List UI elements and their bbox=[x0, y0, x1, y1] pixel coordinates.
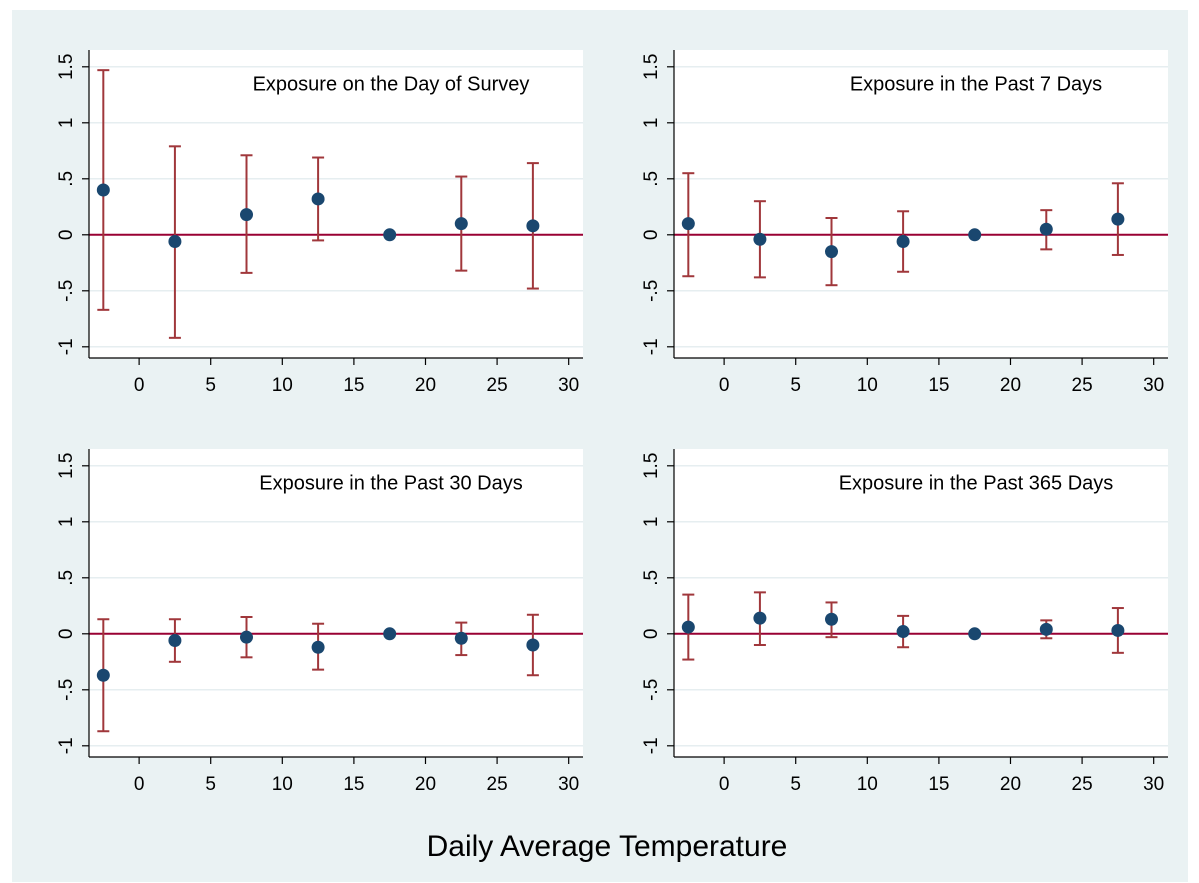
x-tick-label: 10 bbox=[857, 375, 878, 396]
plot-area bbox=[674, 449, 1168, 757]
point bbox=[454, 217, 468, 231]
point bbox=[896, 235, 910, 249]
y-tick-label: -.5 bbox=[56, 679, 77, 701]
panel-title: Exposure in the Past 365 Days bbox=[839, 472, 1114, 494]
y-tick-label: -.5 bbox=[641, 280, 662, 302]
x-tick-label: 25 bbox=[487, 774, 508, 795]
plot-area bbox=[674, 50, 1168, 358]
y-tick-label: 0 bbox=[56, 629, 77, 640]
point bbox=[383, 228, 397, 242]
plot-area bbox=[89, 449, 583, 757]
y-tick-label: 1 bbox=[641, 118, 662, 129]
x-tick-label: 15 bbox=[928, 375, 949, 396]
y-tick-label: 0 bbox=[641, 230, 662, 241]
y-tick-label: -.5 bbox=[641, 679, 662, 701]
x-tick-label: 5 bbox=[205, 774, 216, 795]
point bbox=[1039, 222, 1053, 236]
x-tick-label: 0 bbox=[134, 375, 145, 396]
x-tick-label: 15 bbox=[343, 375, 364, 396]
y-tick-label: .5 bbox=[56, 171, 77, 187]
y-tick-label: -.5 bbox=[56, 280, 77, 302]
point bbox=[168, 634, 182, 648]
x-tick-label: 30 bbox=[558, 375, 579, 396]
y-tick-label: -1 bbox=[641, 338, 662, 355]
x-tick-label: 10 bbox=[857, 774, 878, 795]
x-tick-label: 5 bbox=[205, 375, 216, 396]
x-axis-label: Daily Average Temperature bbox=[427, 830, 788, 863]
x-tick-label: 25 bbox=[1072, 375, 1093, 396]
x-tick-label: 25 bbox=[487, 375, 508, 396]
x-tick-label: 15 bbox=[343, 774, 364, 795]
point bbox=[96, 183, 110, 197]
point bbox=[681, 217, 695, 231]
point bbox=[753, 232, 767, 246]
x-tick-label: 30 bbox=[558, 774, 579, 795]
point bbox=[1111, 212, 1125, 226]
x-tick-label: 30 bbox=[1143, 774, 1164, 795]
y-tick-label: 1 bbox=[56, 118, 77, 129]
point bbox=[526, 638, 540, 652]
y-tick-label: 0 bbox=[641, 629, 662, 640]
x-tick-label: 20 bbox=[415, 774, 436, 795]
point bbox=[240, 208, 254, 222]
panel-title: Exposure in the Past 7 Days bbox=[850, 73, 1102, 95]
point bbox=[383, 627, 397, 641]
y-tick-label: -1 bbox=[56, 737, 77, 754]
point bbox=[1111, 623, 1125, 637]
y-tick-label: 0 bbox=[56, 230, 77, 241]
x-tick-label: 25 bbox=[1072, 774, 1093, 795]
point bbox=[526, 219, 540, 233]
point bbox=[311, 192, 325, 206]
point bbox=[825, 612, 839, 626]
y-tick-label: 1.5 bbox=[56, 453, 77, 479]
y-tick-label: 1 bbox=[641, 517, 662, 528]
point bbox=[753, 611, 767, 625]
x-tick-label: 20 bbox=[415, 375, 436, 396]
point bbox=[825, 245, 839, 259]
y-tick-label: -1 bbox=[56, 338, 77, 355]
point bbox=[1039, 622, 1053, 636]
point bbox=[896, 625, 910, 639]
y-tick-label: 1.5 bbox=[641, 54, 662, 80]
x-tick-label: 0 bbox=[719, 375, 730, 396]
x-tick-label: 0 bbox=[719, 774, 730, 795]
y-tick-label: .5 bbox=[641, 171, 662, 187]
x-tick-label: 10 bbox=[272, 375, 293, 396]
point bbox=[96, 668, 110, 682]
y-tick-label: .5 bbox=[56, 570, 77, 586]
y-tick-label: 1 bbox=[56, 517, 77, 528]
x-tick-label: 20 bbox=[1000, 774, 1021, 795]
point bbox=[311, 640, 325, 654]
x-tick-label: 15 bbox=[928, 774, 949, 795]
x-tick-label: 10 bbox=[272, 774, 293, 795]
point bbox=[168, 235, 182, 249]
point bbox=[968, 228, 982, 242]
y-tick-label: .5 bbox=[641, 570, 662, 586]
x-tick-label: 0 bbox=[134, 774, 145, 795]
panel-title: Exposure on the Day of Survey bbox=[253, 73, 530, 95]
y-tick-label: 1.5 bbox=[56, 54, 77, 80]
x-tick-label: 30 bbox=[1143, 375, 1164, 396]
y-tick-label: -1 bbox=[641, 737, 662, 754]
y-tick-label: 1.5 bbox=[641, 453, 662, 479]
point bbox=[968, 627, 982, 641]
panel-title: Exposure in the Past 30 Days bbox=[259, 472, 522, 494]
x-tick-label: 5 bbox=[790, 375, 801, 396]
point bbox=[454, 631, 468, 645]
x-tick-label: 5 bbox=[790, 774, 801, 795]
point bbox=[240, 630, 254, 644]
x-tick-label: 20 bbox=[1000, 375, 1021, 396]
point bbox=[681, 620, 695, 634]
plot-area bbox=[89, 50, 583, 358]
